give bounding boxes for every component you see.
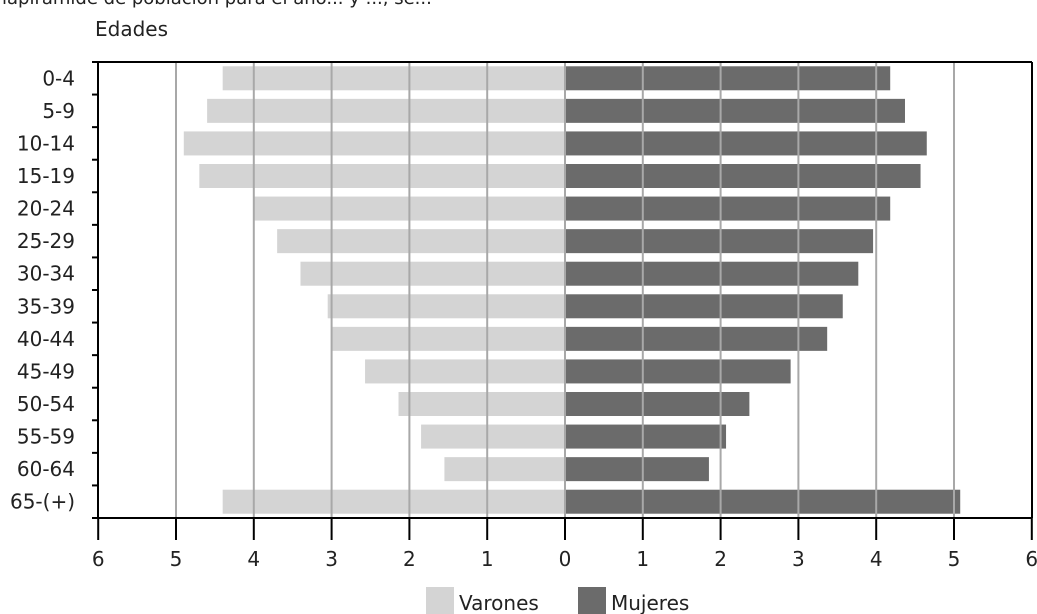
bar-mujeres-5-9: [565, 98, 905, 123]
bar-varones-25-29: [277, 229, 565, 254]
y-tick-label: 20-24: [17, 197, 75, 221]
bar-mujeres-55-59: [565, 424, 727, 449]
x-tick-label: 2: [714, 547, 727, 571]
legend-swatch-mujeres: [578, 587, 606, 614]
y-tick-label: 45-49: [17, 359, 75, 383]
bar-mujeres-15-19: [565, 164, 921, 188]
bar-mujeres-25-29: [565, 229, 874, 254]
x-tick-label: 1: [481, 547, 494, 571]
bar-varones-0-4: [222, 66, 565, 91]
bar-mujeres-0-4: [565, 66, 891, 91]
bar-mujeres-10-14: [565, 131, 927, 156]
legend-label-varones: Varones: [459, 591, 539, 614]
legend-swatch-varones: [426, 587, 454, 614]
x-tick-label: 1: [636, 547, 649, 571]
bar-varones-55-59: [421, 424, 565, 449]
y-tick-label: 35-39: [17, 294, 75, 318]
bar-varones-30-34: [300, 261, 565, 286]
x-tick-label: 6: [1025, 547, 1037, 571]
bar-varones-50-54: [398, 392, 565, 416]
y-tick-label: 15-19: [17, 164, 75, 188]
x-tick-label: 0: [559, 547, 572, 571]
bar-varones-65-(+): [222, 489, 565, 514]
bar-mujeres-50-54: [565, 392, 750, 416]
y-tick-label: 40-44: [17, 327, 75, 351]
x-tick-label: 4: [247, 547, 260, 571]
bar-varones-45-49: [365, 359, 565, 384]
x-tick-label: 2: [403, 547, 416, 571]
y-tick-label: 55-59: [17, 425, 75, 449]
y-tick-label: 0-4: [42, 66, 75, 90]
x-tick-label: 5: [948, 547, 961, 571]
x-tick-label: 3: [325, 547, 338, 571]
x-tick-label: 5: [170, 547, 183, 571]
bar-varones-15-19: [199, 164, 565, 188]
bar-varones-5-9: [207, 98, 565, 123]
x-tick-label: 4: [870, 547, 883, 571]
y-tick-label: 60-64: [17, 457, 75, 481]
y-tick-label: 25-29: [17, 229, 75, 253]
y-axis-title: Edades: [95, 17, 168, 41]
bar-mujeres-45-49: [565, 359, 791, 384]
bar-mujeres-65-(+): [565, 489, 961, 514]
bar-mujeres-40-44: [565, 326, 828, 351]
bar-varones-40-44: [331, 326, 565, 351]
x-tick-label: 3: [792, 547, 805, 571]
bar-mujeres-60-64: [565, 457, 709, 482]
y-tick-label: 65-(+): [10, 490, 75, 514]
x-tick-label: 6: [92, 547, 105, 571]
y-tick-label: 30-34: [17, 262, 75, 286]
clipped-header-text: lapiramide de poblacion para el año... y…: [2, 0, 432, 9]
bar-mujeres-35-39: [565, 294, 843, 319]
legend: Varones Mujeres: [426, 587, 689, 614]
bar-varones-35-39: [327, 294, 565, 319]
bar-mujeres-20-24: [565, 196, 891, 221]
legend-label-mujeres: Mujeres: [611, 591, 689, 614]
bar-varones-10-14: [183, 131, 565, 156]
y-tick-label: 5-9: [42, 99, 75, 123]
bar-varones-60-64: [444, 457, 565, 482]
y-tick-label: 10-14: [17, 131, 75, 155]
bar-mujeres-30-34: [565, 261, 859, 286]
y-tick-label: 50-54: [17, 392, 75, 416]
